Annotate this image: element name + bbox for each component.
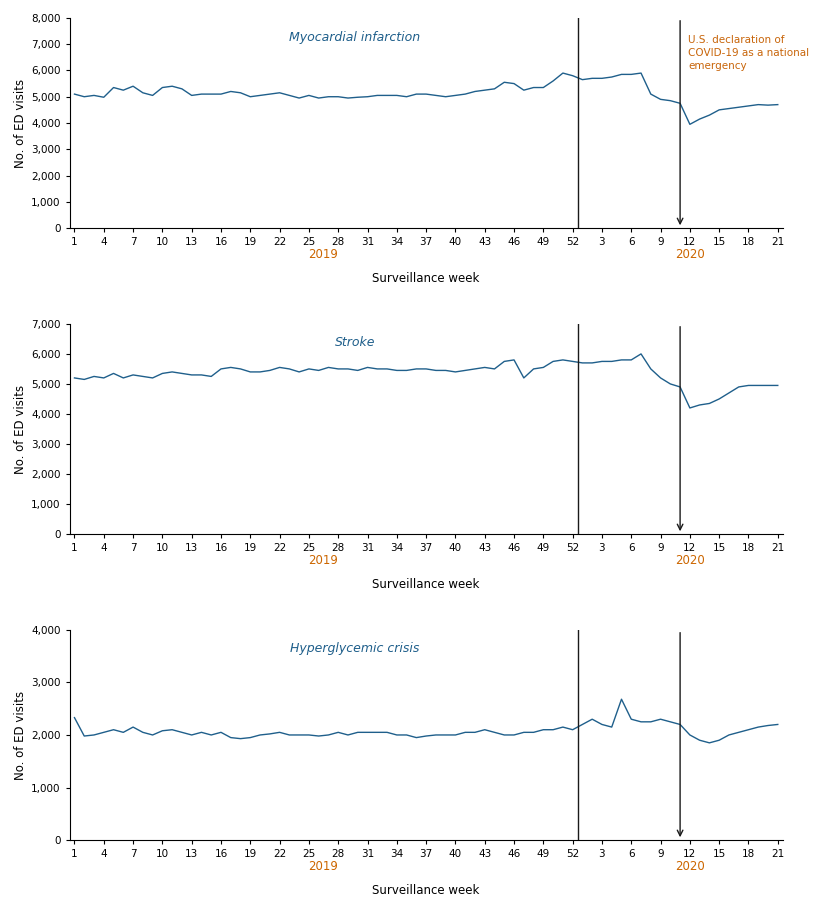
Text: 2020: 2020 [675, 248, 705, 261]
Text: 2019: 2019 [309, 859, 339, 873]
Y-axis label: No. of ED visits: No. of ED visits [14, 384, 27, 474]
Text: 2020: 2020 [675, 554, 705, 567]
Text: Hyperglycemic crisis: Hyperglycemic crisis [290, 642, 419, 656]
X-axis label: Surveillance week: Surveillance week [373, 272, 480, 285]
Y-axis label: No. of ED visits: No. of ED visits [14, 691, 27, 780]
X-axis label: Surveillance week: Surveillance week [373, 578, 480, 591]
Text: Myocardial infarction: Myocardial infarction [290, 30, 420, 44]
Text: 2019: 2019 [309, 554, 339, 567]
Text: Stroke: Stroke [334, 336, 375, 350]
Y-axis label: No. of ED visits: No. of ED visits [14, 78, 27, 168]
Text: 2019: 2019 [309, 248, 339, 261]
Text: U.S. declaration of
COVID-19 as a national
emergency: U.S. declaration of COVID-19 as a nation… [688, 35, 809, 71]
Text: 2020: 2020 [675, 859, 705, 873]
X-axis label: Surveillance week: Surveillance week [373, 884, 480, 897]
